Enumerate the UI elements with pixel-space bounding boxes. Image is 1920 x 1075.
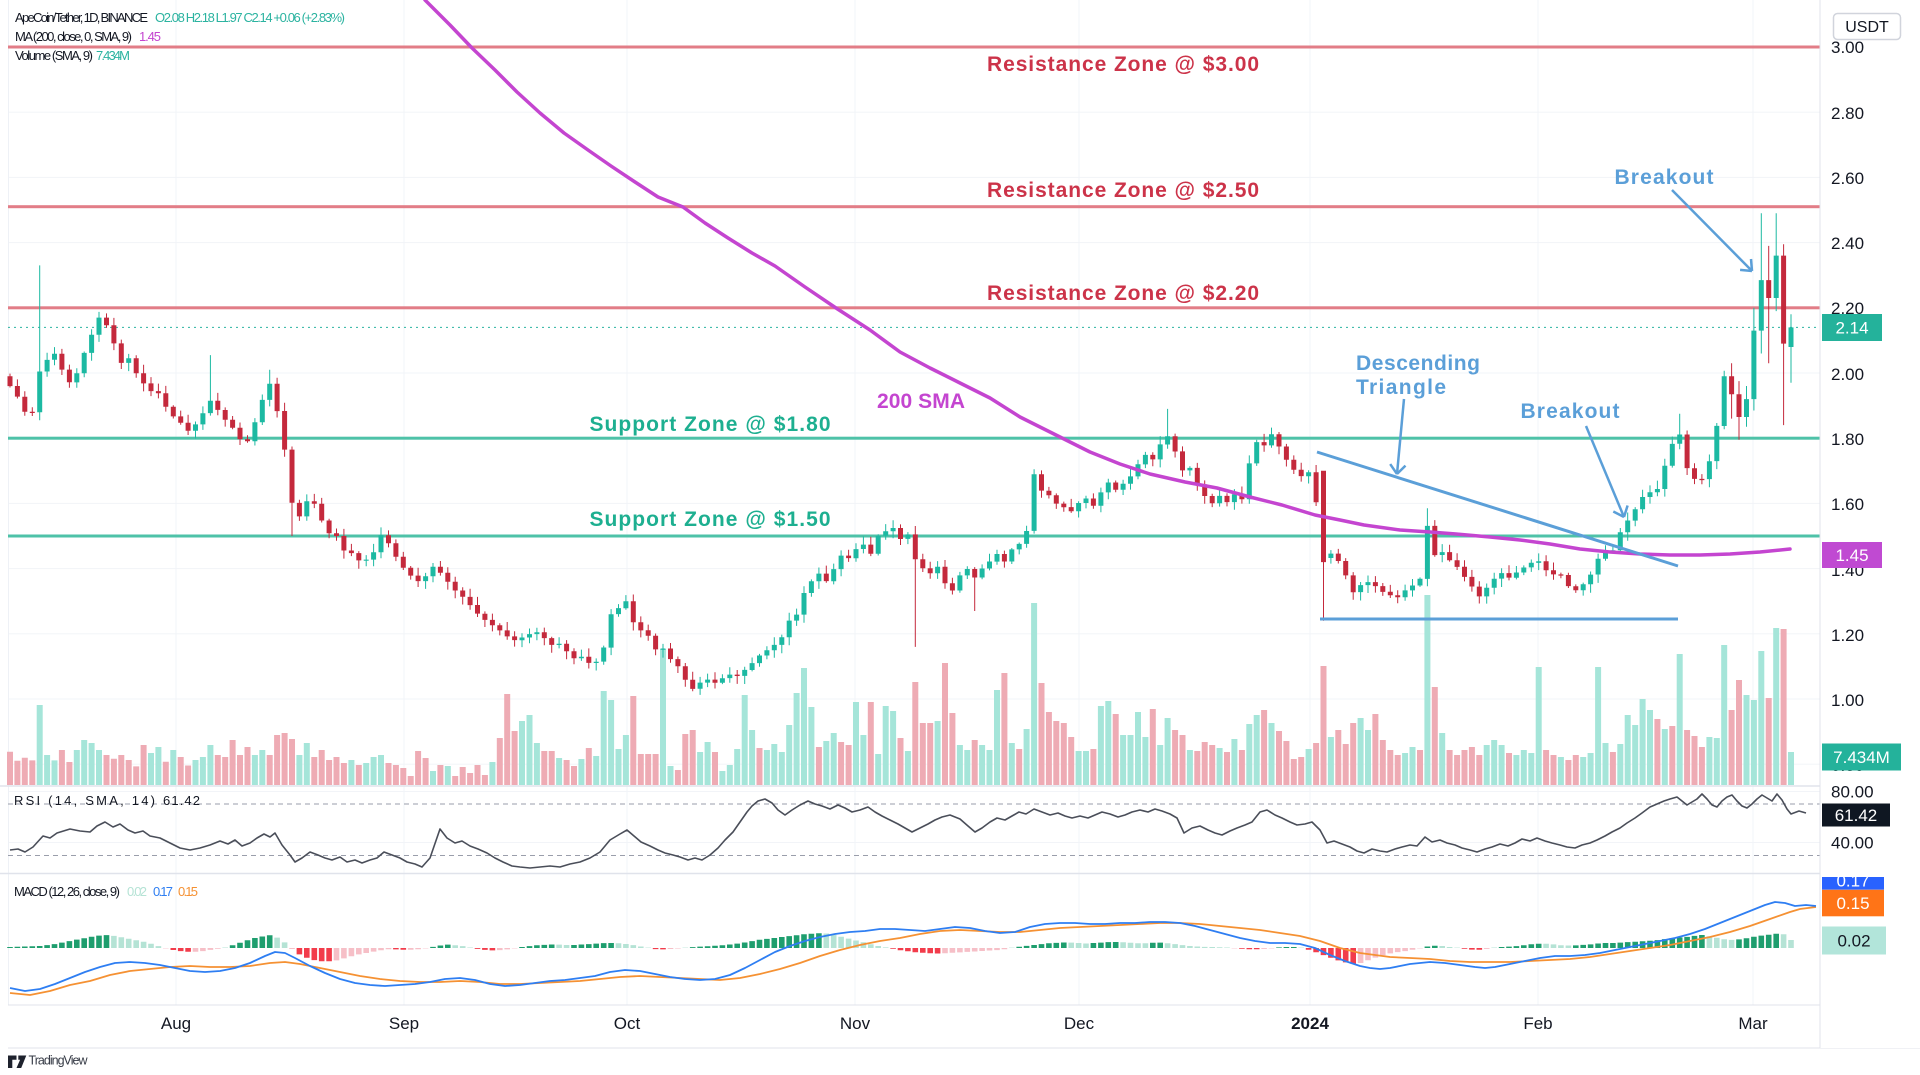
svg-text:1.45: 1.45 — [139, 29, 161, 44]
svg-text:Resistance Zone @ $3.00: Resistance Zone @ $3.00 — [987, 53, 1259, 76]
svg-text:1.60: 1.60 — [1831, 495, 1864, 514]
svg-text:Resistance Zone @ $2.20: Resistance Zone @ $2.20 — [987, 282, 1259, 305]
svg-text:2024: 2024 — [1291, 1014, 1329, 1033]
svg-text:2.80: 2.80 — [1831, 104, 1864, 123]
svg-text:2.40: 2.40 — [1831, 234, 1864, 253]
svg-text:Resistance Zone @ $2.50: Resistance Zone @ $2.50 — [987, 179, 1259, 202]
svg-text:Triangle: Triangle — [1356, 376, 1446, 399]
svg-text:1.45: 1.45 — [1835, 546, 1868, 565]
svg-text:2.00: 2.00 — [1831, 365, 1864, 384]
svg-text:0.15: 0.15 — [178, 884, 198, 899]
svg-text:7.434M: 7.434M — [1833, 748, 1890, 767]
svg-text:MA (200, close, 0, SMA, 9): MA (200, close, 0, SMA, 9) — [15, 29, 132, 44]
svg-text:2.20: 2.20 — [1831, 299, 1864, 318]
svg-text:Breakout: Breakout — [1615, 166, 1714, 189]
svg-text:ApeCoin/Tether, 1D, BINANCE: ApeCoin/Tether, 1D, BINANCE — [15, 10, 148, 25]
svg-text:Nov: Nov — [840, 1014, 871, 1033]
svg-text:USDT: USDT — [1845, 19, 1889, 36]
svg-text:Support Zone @ $1.80: Support Zone @ $1.80 — [590, 413, 831, 436]
svg-text:3.00: 3.00 — [1831, 38, 1864, 57]
svg-text:40.00: 40.00 — [1831, 834, 1874, 853]
svg-text:200 SMA: 200 SMA — [877, 390, 965, 413]
svg-text:80.00: 80.00 — [1831, 783, 1874, 802]
svg-text:Sep: Sep — [389, 1014, 419, 1033]
svg-text:0.17: 0.17 — [1836, 872, 1869, 891]
svg-text:Aug: Aug — [161, 1014, 191, 1033]
svg-text:0.02: 0.02 — [127, 884, 147, 899]
svg-text:61.42: 61.42 — [163, 793, 200, 808]
svg-text:Mar: Mar — [1738, 1014, 1768, 1033]
svg-text:2.14: 2.14 — [1835, 319, 1868, 338]
svg-text:Dec: Dec — [1064, 1014, 1095, 1033]
svg-text:Oct: Oct — [614, 1014, 641, 1033]
svg-text:Descending: Descending — [1356, 352, 1480, 375]
svg-text:1.00: 1.00 — [1831, 691, 1864, 710]
svg-text:Feb: Feb — [1523, 1014, 1552, 1033]
svg-text:Breakout: Breakout — [1521, 400, 1620, 423]
svg-text:0.02: 0.02 — [1837, 932, 1870, 951]
svg-text:61.42: 61.42 — [1835, 806, 1878, 825]
svg-text:1.80: 1.80 — [1831, 430, 1864, 449]
svg-text:O2.08 H2.18 L1.97 C2.14 +0: O2.08 H2.18 L1.97 C2.14 +0.06 (+2.83%) — [155, 10, 345, 25]
svg-text:Support Zone @ $1.50: Support Zone @ $1.50 — [590, 508, 831, 531]
svg-text:Volume (SMA, 9): Volume (SMA, 9) — [15, 48, 93, 63]
svg-text:7.434M: 7.434M — [96, 48, 130, 63]
svg-text:MACD (12, 26, close, 9): MACD (12, 26, close, 9) — [14, 884, 120, 899]
svg-text:2.60: 2.60 — [1831, 169, 1864, 188]
svg-text:0.17: 0.17 — [153, 884, 173, 899]
svg-text:1.20: 1.20 — [1831, 626, 1864, 645]
svg-text:TradingView: TradingView — [29, 1054, 89, 1068]
svg-text:RSI (14, SMA, 14): RSI (14, SMA, 14) — [14, 793, 155, 808]
svg-text:0.15: 0.15 — [1836, 894, 1869, 913]
